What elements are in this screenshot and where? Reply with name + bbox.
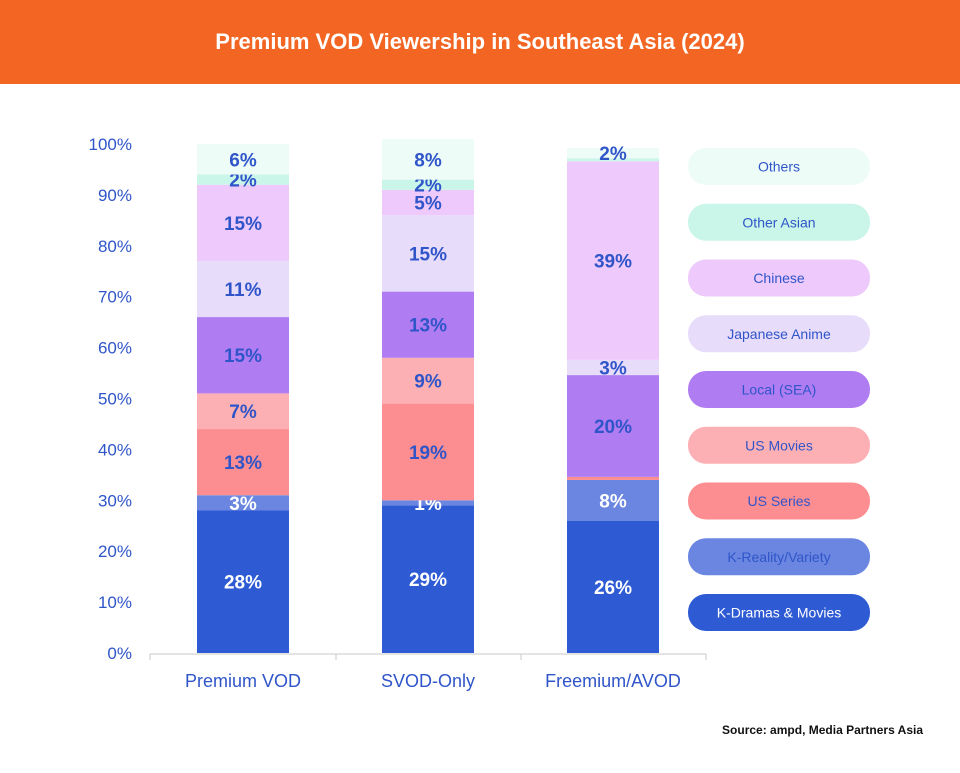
legend-item — [688, 594, 870, 631]
y-tick-label: 80% — [98, 237, 132, 256]
legend-item — [688, 203, 870, 241]
bar-segment — [197, 495, 289, 511]
chart-title: Premium VOD Viewership in Southeast Asia… — [215, 29, 745, 54]
legend-item — [688, 426, 870, 464]
data-label: 2% — [599, 144, 627, 165]
bar-segment — [382, 189, 474, 216]
legend-item — [688, 482, 870, 520]
y-tick-label: 10% — [98, 593, 132, 612]
bar-segment — [382, 138, 474, 180]
bar-segment — [197, 510, 289, 653]
x-tick-label: SVOD-Only — [381, 671, 475, 691]
bar-segment — [382, 357, 474, 404]
data-label: 15% — [409, 244, 447, 265]
data-label: 8% — [599, 491, 627, 512]
data-label: 15% — [224, 214, 262, 235]
legend-label: Other Asian — [742, 214, 815, 230]
legend-item — [688, 148, 870, 185]
legend-label: US Series — [747, 493, 810, 509]
data-label: 39% — [594, 252, 632, 273]
y-tick-label: 50% — [98, 390, 132, 409]
bar-segment — [197, 261, 289, 318]
data-label: 6% — [229, 150, 257, 171]
data-label: 11% — [225, 280, 262, 301]
data-label: 20% — [594, 417, 632, 438]
bar-segment — [567, 148, 659, 159]
legend-label: Japanese Anime — [727, 326, 831, 342]
bar-segment — [197, 144, 289, 175]
source-note: Source: ampd, Media Partners Asia — [722, 723, 923, 737]
legend-label: K-Dramas & Movies — [717, 605, 841, 621]
data-label: 8% — [414, 150, 442, 171]
y-tick-label: 0% — [107, 644, 132, 663]
data-label: 3% — [599, 358, 627, 379]
bar-segment — [382, 403, 474, 501]
header-banner: Premium VOD Viewership in Southeast Asia… — [0, 0, 960, 84]
bar-segment — [197, 174, 289, 185]
legend-item — [688, 371, 870, 408]
y-tick-label: 60% — [98, 339, 132, 358]
bar-segment — [382, 505, 474, 653]
bar-segment — [197, 393, 289, 430]
legend-item — [688, 538, 870, 576]
y-tick-label: 20% — [98, 542, 132, 561]
x-tick-label: Premium VOD — [185, 671, 301, 691]
bar-segment — [567, 161, 659, 360]
bar-segment — [567, 375, 659, 477]
legend-item — [688, 259, 870, 297]
data-label: 3% — [229, 494, 257, 515]
data-label: 9% — [414, 372, 442, 393]
data-label: 7% — [229, 402, 257, 423]
bar-segment — [382, 215, 474, 292]
y-tick-label: 70% — [98, 288, 132, 307]
data-label: 2% — [229, 171, 257, 192]
legend-label: Local (SEA) — [742, 382, 817, 398]
bar-segment — [197, 317, 289, 394]
data-label: 13% — [224, 453, 262, 474]
legend-label: US Movies — [745, 437, 813, 453]
data-label: 29% — [409, 570, 447, 591]
data-label: 15% — [224, 346, 262, 367]
bar-segment — [382, 291, 474, 358]
data-label: 19% — [409, 443, 447, 464]
legend-item — [688, 315, 870, 353]
bar-segment — [567, 520, 659, 653]
bar-segment — [197, 184, 289, 262]
bar-segment — [567, 479, 659, 521]
bar-segment — [567, 476, 659, 480]
data-label: 5% — [414, 194, 442, 215]
data-label: 26% — [594, 578, 632, 599]
data-label: 13% — [409, 316, 447, 337]
data-label: 28% — [224, 573, 262, 594]
bar-segment — [197, 429, 289, 496]
y-tick-label: 30% — [98, 491, 132, 510]
bar-segment — [567, 158, 659, 162]
data-label: 2% — [414, 176, 442, 197]
bar-segment — [382, 179, 474, 190]
x-tick-label: Freemium/AVOD — [545, 671, 681, 691]
y-tick-label: 100% — [89, 135, 132, 154]
y-tick-label: 90% — [98, 186, 132, 205]
legend-label: K-Reality/Variety — [727, 549, 830, 565]
bar-segment — [382, 500, 474, 506]
legend-label: Chinese — [753, 270, 805, 286]
y-tick-label: 40% — [98, 440, 132, 459]
legend-label: Others — [758, 159, 800, 175]
bar-segment — [567, 359, 659, 376]
